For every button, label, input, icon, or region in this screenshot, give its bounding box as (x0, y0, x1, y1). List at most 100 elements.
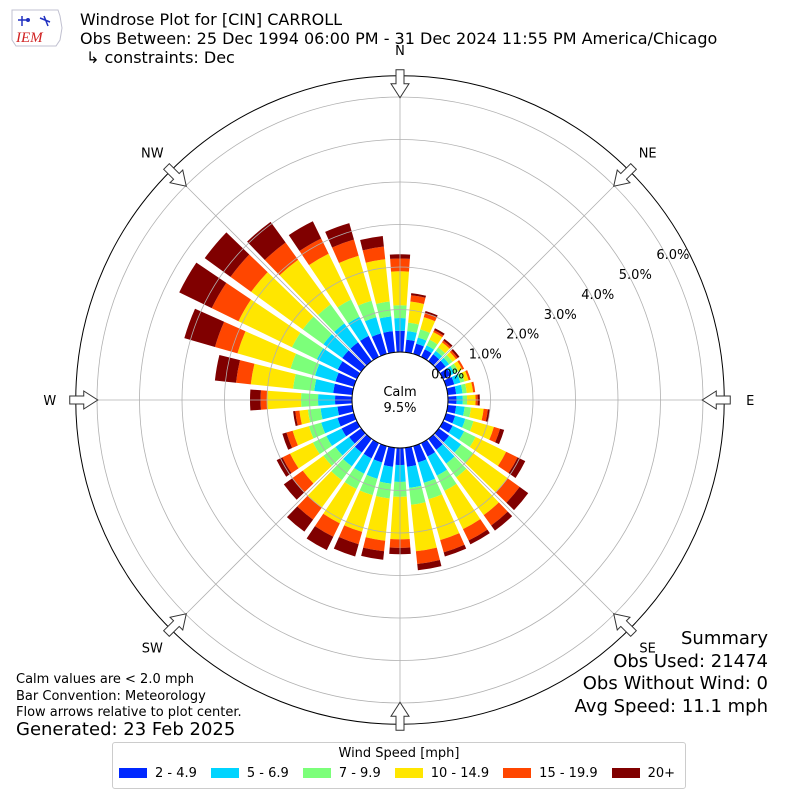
rose-bar-segment (481, 408, 488, 422)
rose-bar-segment (417, 329, 430, 341)
rose-bar-segment (446, 366, 455, 376)
generated-date: Generated: 23 Feb 2025 (16, 719, 236, 740)
rose-bar-segment (421, 439, 436, 457)
flow-arrow-icon (701, 390, 731, 410)
rose-bar-segment (291, 332, 324, 360)
rose-bar-segment (297, 495, 322, 520)
bar-convention-note: Bar Convention: Meteorology (16, 689, 206, 704)
rose-bar-segment (471, 381, 476, 393)
rose-bar-segment (338, 525, 363, 545)
rose-bar-segment (454, 444, 474, 463)
rose-bar-segment (446, 456, 467, 478)
rose-bar-segment (426, 339, 438, 350)
rose-bar-segment (238, 299, 301, 348)
rose-bar-segment (420, 317, 436, 333)
rose-bar-segment (365, 496, 390, 541)
rose-bar-segment (438, 342, 450, 354)
direction-label: SW (142, 642, 163, 657)
rose-bar-segment (407, 322, 419, 333)
rose-bar-segment (468, 529, 490, 545)
legend-swatch (503, 768, 532, 778)
rose-bar-segment (379, 316, 393, 333)
rose-bar-segment (436, 469, 457, 491)
rose-bar-segment (247, 221, 286, 260)
rose-bar-segment (341, 421, 361, 437)
rose-bar-segment (497, 451, 518, 474)
rose-bar-segment (299, 238, 329, 266)
rose-bar-segment (365, 259, 390, 304)
calm-label: Calm (383, 385, 416, 400)
rose-bar-segment (349, 428, 366, 444)
title-block: Windrose Plot for [CIN] CARROLL Obs Betw… (80, 10, 717, 67)
rose-bar-segment (282, 453, 299, 474)
rose-bar-segment (288, 221, 322, 251)
rose-bar-segment (376, 481, 392, 499)
calm-note: Calm values are < 2.0 mph (16, 672, 195, 687)
rose-bar-segment (462, 519, 488, 541)
rose-bar-segment (290, 353, 320, 376)
constraints-text: ↳ constraints: Dec (86, 48, 235, 67)
rose-bar-segment (314, 513, 340, 537)
rose-bar-segment (250, 363, 296, 389)
rose-bar-segment (443, 413, 456, 424)
rose-bar-segment (283, 478, 305, 500)
rose-bar-segment (334, 323, 359, 349)
rose-bar-segment (448, 425, 465, 440)
rose-bar-segment (423, 478, 442, 500)
rose-bar-segment (214, 321, 246, 354)
rose-bar-segment (457, 360, 465, 370)
summary-obs-without-wind: Obs Without Wind: 0 (582, 673, 768, 694)
rose-bar-segment (316, 348, 343, 370)
rose-bar-segment (308, 253, 352, 308)
rose-bar-segment (441, 340, 452, 349)
rose-bar-segment (446, 386, 457, 395)
rose-bar-segment (323, 334, 349, 359)
rose-bar-segment (286, 506, 314, 532)
direction-label: N (395, 44, 405, 59)
rose-bar-segment (302, 316, 332, 345)
rose-bar-segment (457, 372, 465, 383)
flow-arrow-icon (390, 701, 410, 731)
flow-arrow-icon (162, 613, 187, 638)
rose-bar-segment (279, 259, 331, 316)
rose-bar-segment (415, 547, 440, 564)
rose-bar-segment (295, 410, 302, 426)
logo-text: IEM (15, 30, 44, 46)
rose-bar-segment (461, 383, 467, 394)
rose-bar-segment (405, 446, 417, 467)
rose-bar-segment (491, 511, 513, 531)
rose-bar-segment (179, 262, 227, 309)
legend-label: 7 - 9.9 (338, 766, 381, 781)
rose-bar-segment (454, 384, 463, 395)
direction-label: SE (639, 642, 655, 657)
rose-bar-segment (485, 409, 491, 422)
legend-item: 7 - 9.9 (302, 766, 381, 781)
legend-item: 20+ (611, 766, 675, 781)
rose-bar-segment (332, 239, 359, 263)
rose-bar-segment (361, 547, 385, 560)
rose-bar-segment (317, 304, 345, 332)
rose-bar-segment (417, 459, 436, 483)
rose-bar-segment (230, 254, 268, 292)
rose-bar-segment (411, 502, 437, 552)
direction-label: NE (639, 146, 657, 161)
rose-bar-segment (282, 432, 293, 450)
rose-bar-segment (326, 428, 347, 446)
rose-bar-segment (421, 349, 432, 361)
legend-item: 10 - 14.9 (394, 766, 489, 781)
rose-bar-segment (314, 379, 335, 393)
angular-grid-line (433, 433, 630, 630)
rose-bar-segment (416, 337, 427, 347)
rose-bar-segment (237, 331, 296, 369)
rose-bar-segment (452, 415, 466, 428)
rose-bar-segment (451, 374, 461, 385)
radial-tick-label: 0.0% (431, 368, 464, 383)
rose-bar-segment (440, 357, 450, 367)
legend-label: 2 - 4.9 (155, 766, 197, 781)
legend-swatch (302, 768, 331, 778)
rose-bar-segment (435, 347, 446, 357)
rose-bar-segment (364, 317, 381, 337)
rose-bar-segment (350, 342, 372, 366)
rose-bar-segment (424, 345, 434, 354)
